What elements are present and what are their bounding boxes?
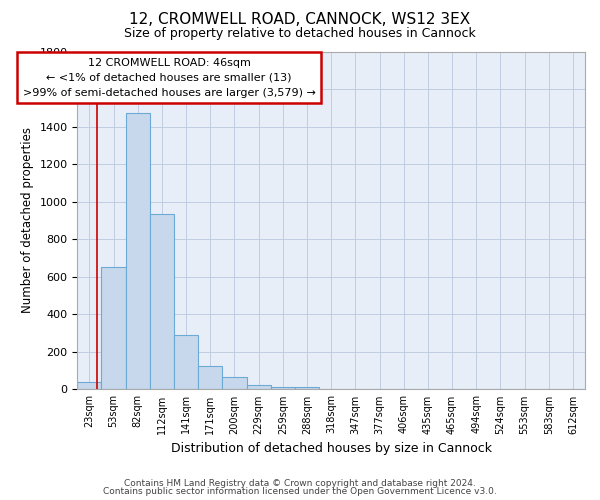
Bar xyxy=(125,112,150,390)
Bar xyxy=(150,214,174,390)
Bar xyxy=(223,377,247,390)
X-axis label: Distribution of detached houses by size in Cannock: Distribution of detached houses by size … xyxy=(170,442,491,455)
Bar xyxy=(247,384,271,390)
Text: 12, CROMWELL ROAD, CANNOCK, WS12 3EX: 12, CROMWELL ROAD, CANNOCK, WS12 3EX xyxy=(130,12,470,28)
Bar xyxy=(295,386,319,390)
Bar xyxy=(101,268,125,390)
Y-axis label: Number of detached properties: Number of detached properties xyxy=(21,128,34,314)
Bar xyxy=(77,382,101,390)
Text: Size of property relative to detached houses in Cannock: Size of property relative to detached ho… xyxy=(124,28,476,40)
Text: Contains public sector information licensed under the Open Government Licence v3: Contains public sector information licen… xyxy=(103,487,497,496)
Bar xyxy=(271,386,295,390)
Bar xyxy=(174,335,198,390)
Text: Contains HM Land Registry data © Crown copyright and database right 2024.: Contains HM Land Registry data © Crown c… xyxy=(124,478,476,488)
Bar xyxy=(198,366,223,390)
Text: 12 CROMWELL ROAD: 46sqm
← <1% of detached houses are smaller (13)
>99% of semi-d: 12 CROMWELL ROAD: 46sqm ← <1% of detache… xyxy=(23,58,316,98)
